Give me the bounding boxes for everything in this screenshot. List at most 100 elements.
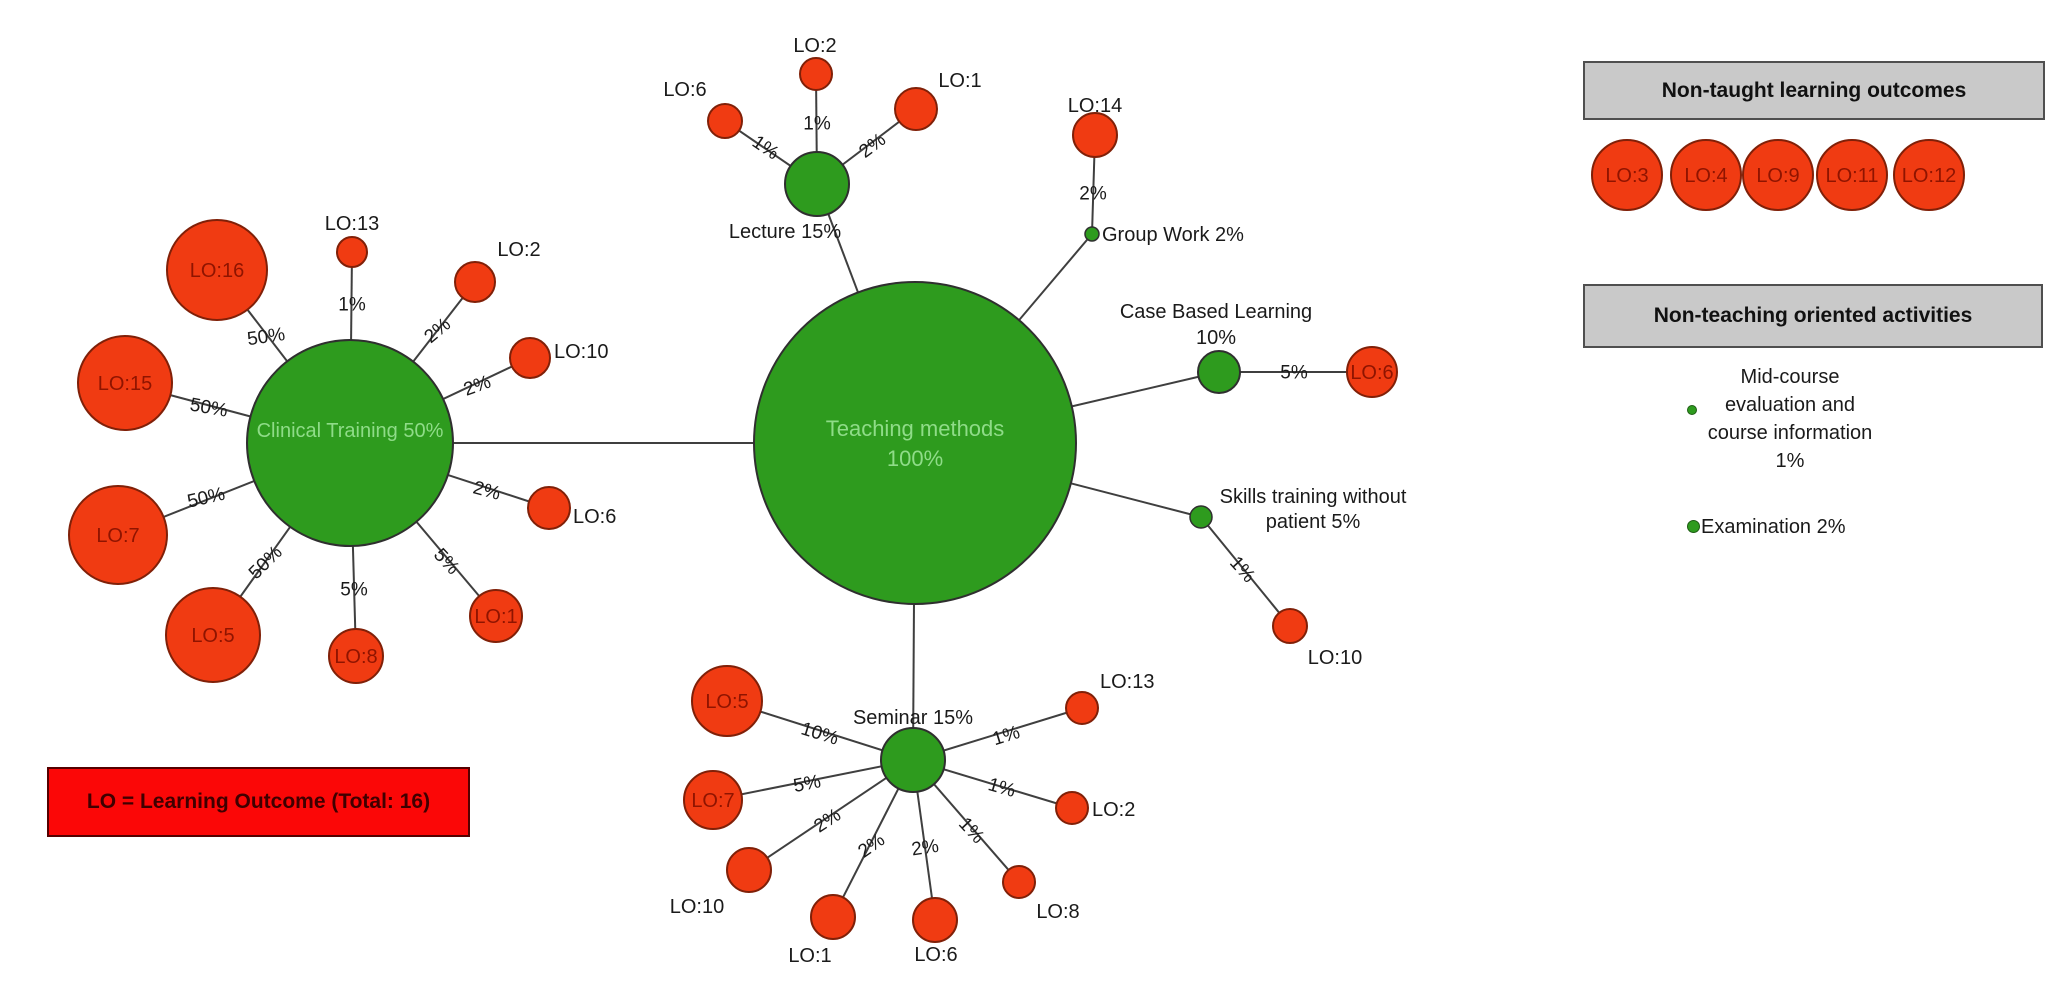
label-lo5-clinical: LO:5 <box>191 625 234 647</box>
edge-label-seminar-se_lo7: 5% <box>792 771 823 797</box>
label-lo13-clinical: LO:13 <box>325 213 379 235</box>
label-lo1-clinical: LO:1 <box>474 606 517 628</box>
edge-label-groupwork-l_lo14: 2% <box>1079 184 1107 205</box>
node-lo14-groupwork <box>1072 112 1118 158</box>
label-skills-training-without-patient: Skills training without <box>1220 486 1407 508</box>
mid-course-line-3: course information <box>1707 422 1873 444</box>
node-lo10-skills <box>1272 608 1308 644</box>
node-lo6-seminar <box>912 897 958 943</box>
label-skills-training-without-patient: patient 5% <box>1266 511 1361 533</box>
label-legend-lo3: LO:3 <box>1605 165 1648 187</box>
label-lo10-seminar: LO:10 <box>670 896 724 918</box>
edge-label-clinical-c_lo16: 50% <box>246 324 287 350</box>
label-lo8-seminar: LO:8 <box>1036 901 1079 923</box>
label-lo7-seminar: LO:7 <box>691 790 734 812</box>
node-lecture <box>784 151 850 217</box>
edge-label-seminar-se_lo2: 1% <box>986 774 1018 802</box>
label-legend-lo12: LO:12 <box>1902 165 1956 187</box>
mid-course-line-4: 1% <box>1775 450 1805 472</box>
label-lo15-clinical: LO:15 <box>98 373 152 395</box>
node-lo2-lecture <box>799 57 833 91</box>
label-lo1-seminar: LO:1 <box>788 945 831 967</box>
label-lo5-seminar: LO:5 <box>705 691 748 713</box>
edge-label-clinical-c_lo8: 5% <box>340 580 368 601</box>
edge-label-clinical-c_lo5: 50% <box>245 542 287 584</box>
non-taught-panel-header: Non-taught learning outcomes <box>1583 61 2045 120</box>
non-taught-panel-title: Non-taught learning outcomes <box>1661 78 1967 102</box>
node-lo13-clinical <box>336 236 368 268</box>
node-lo7-seminar <box>683 770 743 830</box>
edge-label-clinical-c_lo13: 1% <box>338 295 366 316</box>
node-lo5-clinical <box>165 587 261 683</box>
node-seminar <box>880 727 946 793</box>
examination-activity: Examination 2% <box>1701 516 1846 538</box>
label-teaching-methods: 100% <box>887 446 943 471</box>
edge-label-clinical-c_lo6: 2% <box>471 477 503 504</box>
edge-seminar-se_lo7 <box>712 759 914 801</box>
node-lo2-seminar <box>1055 791 1089 825</box>
edge-label-lecture-l_lo6: 1% <box>748 132 783 165</box>
node-lo2-clinical <box>454 261 496 303</box>
node-lo10-clinical <box>509 337 551 379</box>
label-lo10-skills: LO:10 <box>1308 647 1362 669</box>
node-case-based-learning <box>1197 350 1241 394</box>
mid-course-line-1: Mid-course <box>1740 366 1840 388</box>
edge-label-clinical-c_lo10: 2% <box>461 371 494 400</box>
label-lecture: Lecture 15% <box>729 221 842 243</box>
mid-course-activity: Mid-course evaluation and course informa… <box>1697 363 1883 475</box>
node-skills-training-without-patient <box>1189 505 1213 529</box>
label-lo2-seminar: LO:2 <box>1092 799 1135 821</box>
lo-note-box: LO = Learning Outcome (Total: 16) <box>47 767 470 837</box>
label-lo8-clinical: LO:8 <box>334 646 377 668</box>
label-group-work: Group Work 2% <box>1102 224 1244 246</box>
node-legend-lo11 <box>1816 139 1888 211</box>
edge-label-clinical-c_lo1: 5% <box>429 545 463 579</box>
edge-label-seminar-se_lo6: 2% <box>910 836 940 861</box>
edge-label-seminar-se_lo13: 1% <box>990 722 1023 750</box>
node-lo10-seminar <box>726 847 772 893</box>
node-lo6-lecture <box>707 103 743 139</box>
examination-dot-icon <box>1687 520 1700 533</box>
label-lo2-clinical: LO:2 <box>497 239 540 261</box>
node-legend-lo3 <box>1591 139 1663 211</box>
edge-label-lecture-l_lo1: 2% <box>855 129 890 162</box>
label-seminar: Seminar 15% <box>853 707 973 729</box>
node-lo8-clinical <box>328 628 384 684</box>
label-lo13-seminar: LO:13 <box>1100 671 1154 693</box>
label-legend-lo4: LO:4 <box>1684 165 1727 187</box>
edge-skills-s_lo10 <box>1200 516 1291 627</box>
label-lo6-clinical: LO:6 <box>573 506 616 528</box>
node-lo6-case-based-learning <box>1346 346 1398 398</box>
node-lo1-seminar <box>810 894 856 940</box>
node-legend-lo4 <box>1670 139 1742 211</box>
label-lo7-clinical: LO:7 <box>96 525 139 547</box>
edge-label-clinical-c_lo2: 2% <box>420 314 455 348</box>
label-legend-lo9: LO:9 <box>1756 165 1799 187</box>
node-clinical-training <box>246 339 454 547</box>
label-lo6-seminar: LO:6 <box>914 944 957 966</box>
label-lo10-clinical: LO:10 <box>554 341 608 363</box>
mid-course-dot-icon <box>1687 405 1697 415</box>
label-legend-lo11: LO:11 <box>1826 165 1879 187</box>
node-legend-lo9 <box>1742 139 1814 211</box>
node-lo13-seminar <box>1065 691 1099 725</box>
edge-label-seminar-se_lo1: 2% <box>854 829 889 862</box>
edge-label-seminar-se_lo8: 1% <box>954 814 988 848</box>
node-group-work <box>1084 226 1100 242</box>
edge-label-clinical-c_lo15: 50% <box>188 394 229 421</box>
label-lo16-clinical: LO:16 <box>190 260 244 282</box>
edge-label-lecture-l_lo2: 1% <box>803 114 831 135</box>
node-teaching-methods <box>753 281 1077 605</box>
node-lo16-clinical <box>166 219 268 321</box>
label-lo2-lecture: LO:2 <box>793 35 836 57</box>
node-lo15-clinical <box>77 335 173 431</box>
label-lo14-groupwork: LO:14 <box>1068 95 1122 117</box>
edge-label-cbl-cb_lo6: 5% <box>1280 363 1308 384</box>
edge-label-seminar-se_lo5: 10% <box>798 718 841 749</box>
label-lo6-case-based-learning: LO:6 <box>1350 362 1393 384</box>
non-teaching-panel-header: Non-teaching oriented activities <box>1583 284 2043 348</box>
label-case-based-learning: Case Based Learning <box>1120 301 1312 323</box>
label-case-based-learning: 10% <box>1196 327 1236 349</box>
